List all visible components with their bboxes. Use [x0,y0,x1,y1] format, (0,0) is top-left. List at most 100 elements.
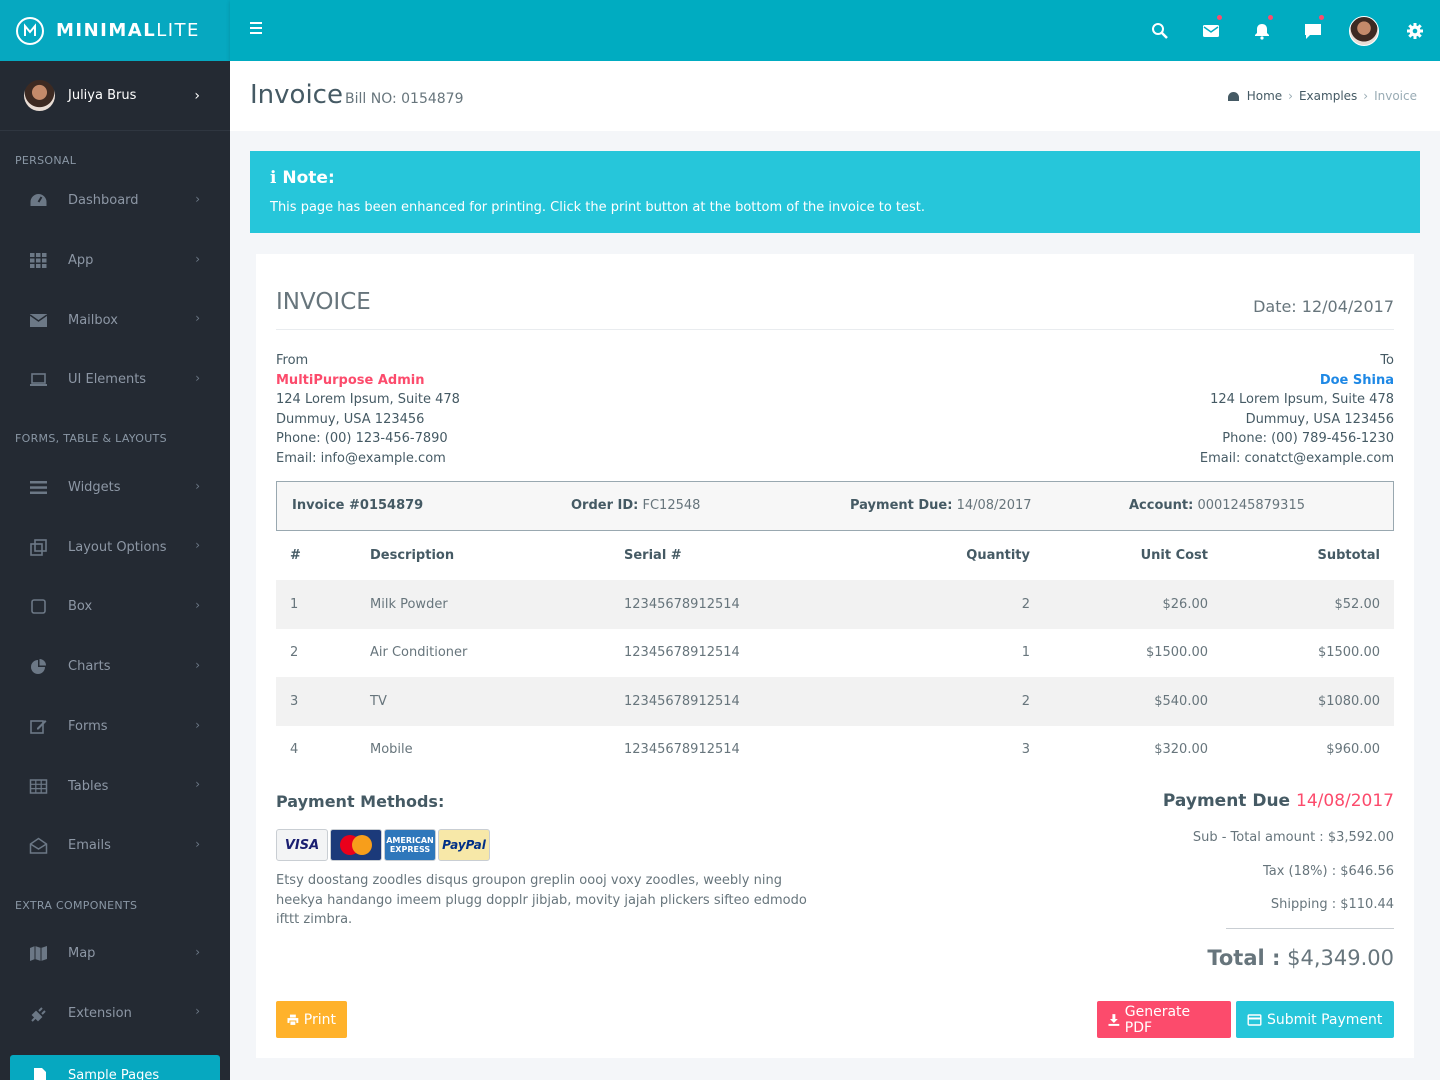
breadcrumb: Home › Examples › Invoice [1227,89,1417,103]
table-cell: 1 [276,580,356,629]
plug-icon [28,1004,49,1022]
chevron-right-icon: › [195,777,200,792]
sidebar-item-mailbox[interactable]: Mailbox › [0,290,230,350]
generate-pdf-button[interactable]: Generate PDF [1097,1001,1231,1038]
breadcrumb-home[interactable]: Home [1246,89,1283,103]
address-line: Phone: (00) 123-456-7890 [276,431,448,447]
table-cell: 2 [850,580,1044,629]
bars-icon [28,479,49,497]
mail-icon[interactable] [1185,0,1236,61]
sidebar-item-label: Widgets [68,480,121,496]
sidebar-item-widgets[interactable]: Widgets › [0,458,230,518]
divider [276,329,1394,330]
print-button[interactable]: Print [276,1001,347,1038]
envelope-open-icon [28,837,49,855]
chat-icon[interactable] [1287,0,1338,61]
chevron-right-icon: › [195,371,200,386]
user-avatar-menu[interactable] [1338,0,1389,61]
breadcrumb-separator: › [1288,89,1293,103]
sidebar-item-label: Layout Options [68,539,167,555]
menu-toggle-icon[interactable] [250,22,262,36]
apps-grid-icon [28,252,49,270]
avatar [1348,15,1379,46]
table-cell: 2 [290,645,299,661]
total-amount: Total : $4,349.00 [1207,946,1394,970]
notification-dot [1217,15,1222,20]
search-icon[interactable] [1134,0,1185,61]
payment-methods-title: Payment Methods: [276,792,445,811]
user-name: Juliya Brus [68,88,137,103]
sidebar-item-app[interactable]: App › [0,231,230,291]
table-cell: 3 [276,677,356,726]
address-line: 124 Lorem Ipsum, Suite 478 [1210,392,1394,408]
page-title-bar: Invoice Bill NO: 0154879 Home › Examples… [230,61,1440,131]
sidebar-item-label: Extension [68,1005,132,1021]
gear-icon[interactable] [1389,0,1440,61]
sidebar-item-tables[interactable]: Tables › [0,756,230,816]
submit-payment-button[interactable]: Submit Payment [1236,1001,1394,1038]
invoice-items-table: # Description Serial # Quantity Unit Cos… [276,531,1394,774]
payment-methods-text: Etsy doostang zoodles disqus groupon gre… [276,873,807,927]
sidebar-item-layout-options[interactable]: Layout Options › [0,517,230,577]
tax-amount: Tax (18%) : $646.56 [1262,864,1394,879]
print-icon [287,1014,299,1026]
breadcrumb-examples[interactable]: Examples [1298,89,1358,103]
copy-icon [28,538,49,556]
laptop-icon [28,371,49,389]
section-header-forms: FORMS, TABLE & LAYOUTS [15,431,167,445]
divider [1226,928,1394,929]
sidebar-item-box[interactable]: Box › [0,577,230,637]
sidebar-item-label: Tables [68,778,109,794]
file-icon [30,1067,49,1080]
address-line: Phone: (00) 789-456-1230 [1222,431,1394,447]
chevron-right-icon: › [195,192,200,206]
sidebar-item-map[interactable]: Map › [0,924,230,984]
sidebar-item-extension[interactable]: Extension › [0,983,230,1043]
column-header: Serial # [624,548,682,563]
sidebar-item-emails[interactable]: Emails › [0,816,230,876]
edit-icon [28,717,49,735]
column-header: Subtotal [1317,548,1380,563]
table-cell: 1 [1021,645,1030,661]
from-label: From [276,353,309,368]
table-cell: TV [356,677,610,726]
table-cell: 3 [1021,742,1030,758]
table-cell: $960.00 [1326,742,1380,758]
table-cell: $320.00 [1154,742,1208,758]
sidebar-item-ui-elements[interactable]: UI Elements › [0,350,230,410]
sidebar-item-label: Charts [68,659,111,675]
invoice-card: INVOICE Date: 12/04/2017 From MultiPurpo… [256,254,1414,1058]
sidebar-item-charts[interactable]: Charts › [0,637,230,697]
sidebar-item-sample-pages[interactable]: Sample Pages [10,1055,220,1080]
payment-due: Payment Due: 14/08/2017 [850,498,1032,513]
table-row: 4 Mobile 12345678912514 3 $320.00 $960.0… [276,726,1394,775]
sidebar-item-forms[interactable]: Forms › [0,697,230,757]
chevron-right-icon: › [195,538,200,553]
sidebar-item-dashboard[interactable]: Dashboard › [0,171,230,231]
amex-logo-icon: AMERICAN EXPRESS [384,829,436,861]
brand-logo[interactable]: MINIMALLITE [0,0,230,61]
chevron-right-icon: › [195,478,200,493]
column-header: # [290,548,301,563]
to-name: Doe Shina [1319,372,1394,388]
column-header: Quantity [966,548,1030,563]
table-cell: Milk Powder [356,580,610,629]
table-row: 1 Milk Powder 12345678912514 2 $26.00 $5… [276,580,1394,629]
avatar [24,80,55,111]
sidebar-item-label: Dashboard [68,193,139,209]
table-cell: Air Conditioner [370,645,468,661]
dashboard-icon [28,192,49,210]
table-cell: 12345678912514 [624,742,740,758]
chevron-right-icon: › [194,88,200,104]
page-subtitle: Bill NO: 0154879 [345,91,464,107]
note-title: ℹ Note: [270,168,335,188]
address-line: Email: conatct@example.com [1199,450,1394,466]
sidebar-item-label: Map [68,945,96,961]
invoice-number: Invoice #0154879 [292,498,424,513]
sidebar-user-profile[interactable]: Juliya Brus › [0,61,230,131]
table-icon [28,777,49,795]
column-header: Description [370,548,455,563]
bell-icon[interactable] [1236,0,1287,61]
table-cell: 2 [850,677,1044,726]
envelope-icon [28,311,49,329]
